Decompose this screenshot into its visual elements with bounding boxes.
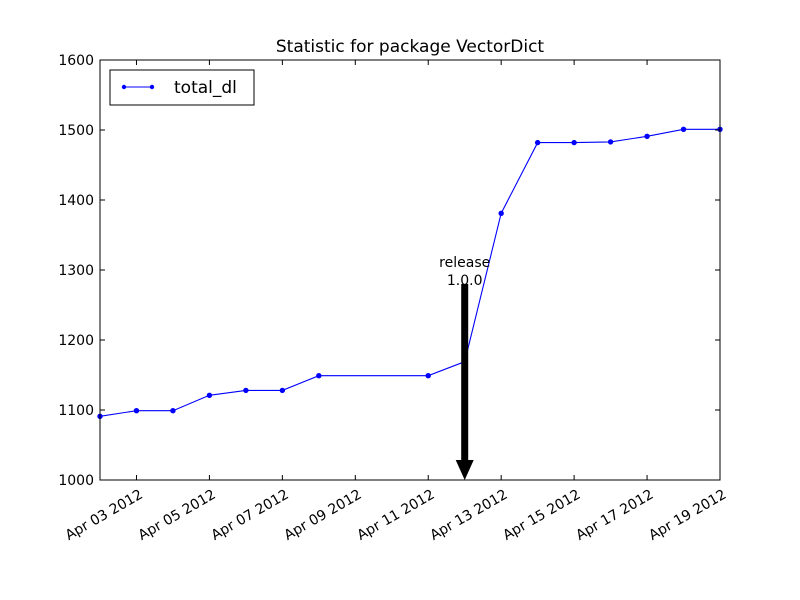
data-point (534, 139, 541, 146)
data-point (680, 126, 687, 133)
data-point (425, 373, 431, 379)
y-tick-label: 1300 (58, 263, 94, 279)
data-point (279, 387, 286, 394)
y-tick-label: 1600 (58, 53, 94, 69)
data-point (206, 392, 213, 398)
data-point (571, 139, 577, 146)
annotation-arrow-head (455, 460, 474, 480)
annotation-label-line2: 1.0.0 (447, 273, 483, 289)
legend-marker-left (121, 84, 127, 90)
y-tick-label: 1500 (58, 123, 94, 139)
legend-label-total-dl: total_dl (174, 78, 237, 98)
y-tick-label: 1100 (58, 403, 94, 419)
annotation-label-line1: release (439, 255, 490, 271)
legend-marker-right (149, 84, 155, 90)
series-line-total-dl (99, 128, 720, 417)
y-tick-label: 1400 (58, 193, 94, 209)
data-point (644, 133, 650, 140)
data-point (243, 387, 249, 394)
data-point (498, 210, 504, 217)
data-point (607, 139, 614, 145)
y-tick-label: 1200 (58, 333, 94, 349)
y-tick-label: 1000 (58, 473, 94, 489)
data-point (170, 408, 176, 414)
data-point (133, 408, 140, 414)
data-point (316, 373, 322, 379)
chart-title: Statistic for package VectorDict (276, 37, 545, 57)
